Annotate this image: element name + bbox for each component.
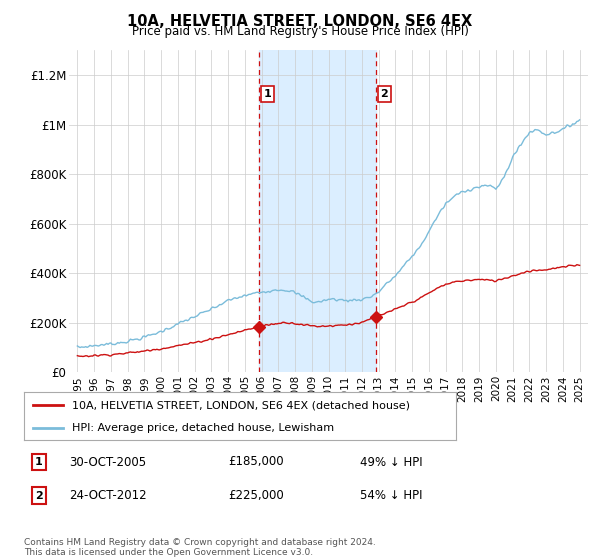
Text: 1: 1: [264, 89, 271, 99]
Bar: [259, 50, 376, 372]
Text: 2: 2: [35, 491, 43, 501]
Text: £185,000: £185,000: [228, 455, 284, 469]
Text: 1: 1: [35, 457, 43, 467]
Text: 10A, HELVETIA STREET, LONDON, SE6 4EX: 10A, HELVETIA STREET, LONDON, SE6 4EX: [127, 14, 473, 29]
Text: 49% ↓ HPI: 49% ↓ HPI: [360, 455, 422, 469]
Text: Contains HM Land Registry data © Crown copyright and database right 2024.
This d: Contains HM Land Registry data © Crown c…: [24, 538, 376, 557]
Text: 54% ↓ HPI: 54% ↓ HPI: [360, 489, 422, 502]
Text: 30-OCT-2005: 30-OCT-2005: [69, 455, 146, 469]
Text: 2: 2: [380, 89, 388, 99]
Text: 24-OCT-2012: 24-OCT-2012: [69, 489, 146, 502]
Text: 10A, HELVETIA STREET, LONDON, SE6 4EX (detached house): 10A, HELVETIA STREET, LONDON, SE6 4EX (d…: [71, 400, 410, 410]
Text: Price paid vs. HM Land Registry's House Price Index (HPI): Price paid vs. HM Land Registry's House …: [131, 25, 469, 38]
Text: HPI: Average price, detached house, Lewisham: HPI: Average price, detached house, Lewi…: [71, 423, 334, 433]
Text: £225,000: £225,000: [228, 489, 284, 502]
